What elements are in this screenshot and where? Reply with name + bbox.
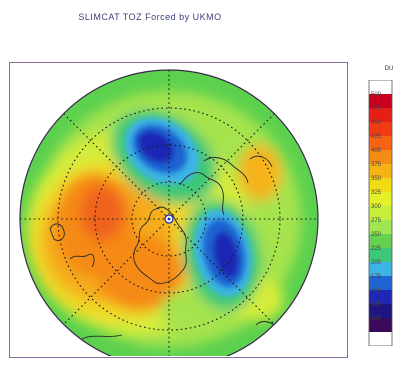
colorbar-tick-label: 375 <box>371 162 382 168</box>
colorbar-tick-label: 500 <box>371 92 382 98</box>
colorbar-tick-label: 350 <box>371 176 382 182</box>
colorbar-swatch <box>369 178 392 193</box>
colorbar-tick-label: 475 <box>371 106 382 112</box>
map-frame <box>9 62 348 358</box>
colorbar-swatch <box>369 304 392 319</box>
graticule <box>20 70 318 356</box>
colorbar-tick-label: 325 <box>371 190 382 196</box>
colorbar-border <box>368 80 393 346</box>
colorbar-swatch <box>369 108 392 123</box>
polar-map <box>19 69 319 356</box>
colorbar-scale: 500 475 450 425 400 375 350 325 300 275 250 225 200 1… <box>368 80 393 346</box>
ozone-field <box>20 70 318 356</box>
colorbar-swatch <box>369 290 392 305</box>
colorbar-swatch <box>369 234 392 249</box>
colorbar-swatch <box>369 150 392 165</box>
coastlines <box>49 155 279 340</box>
colorbar-swatch <box>369 80 392 95</box>
colorbar-swatch <box>369 206 392 221</box>
colorbar-tick-label: 100 <box>371 316 382 322</box>
colorbar-swatch <box>369 248 392 263</box>
colorbar-tick-label: 275 <box>371 218 382 224</box>
colorbar-swatch <box>369 94 392 109</box>
colorbar-swatch <box>369 318 392 333</box>
colorbar-tick-label: 175 <box>371 274 382 280</box>
colorbar-swatch <box>369 262 392 277</box>
colorbar: DU 500 475 450 425 400 375 350 325 300 275 250 225 2… <box>368 66 410 348</box>
colorbar-swatch <box>369 220 392 235</box>
colorbar-swatch <box>369 136 392 151</box>
colorbar-tick-label: 400 <box>371 148 382 154</box>
colorbar-tick-label: 150 <box>371 288 382 294</box>
colorbar-swatch <box>369 276 392 291</box>
colorbar-tick-label: 200 <box>371 260 382 266</box>
plot-title: SLIMCAT TOZ Forced by UKMO <box>78 12 222 22</box>
colorbar-tick-label: 250 <box>371 232 382 238</box>
colorbar-swatch <box>369 332 392 346</box>
colorbar-tick-label: 125 <box>371 302 382 308</box>
pole-marker <box>164 214 174 224</box>
colorbar-swatch <box>369 164 392 179</box>
colorbar-swatch <box>369 122 392 137</box>
colorbar-tick-label: 450 <box>371 120 382 126</box>
colorbar-tick-label: 225 <box>371 246 382 252</box>
colorbar-swatch <box>369 192 392 207</box>
colorbar-tick-label: 300 <box>371 204 382 210</box>
colorbar-units: DU <box>384 66 394 72</box>
colorbar-tick-label: 425 <box>371 134 382 140</box>
